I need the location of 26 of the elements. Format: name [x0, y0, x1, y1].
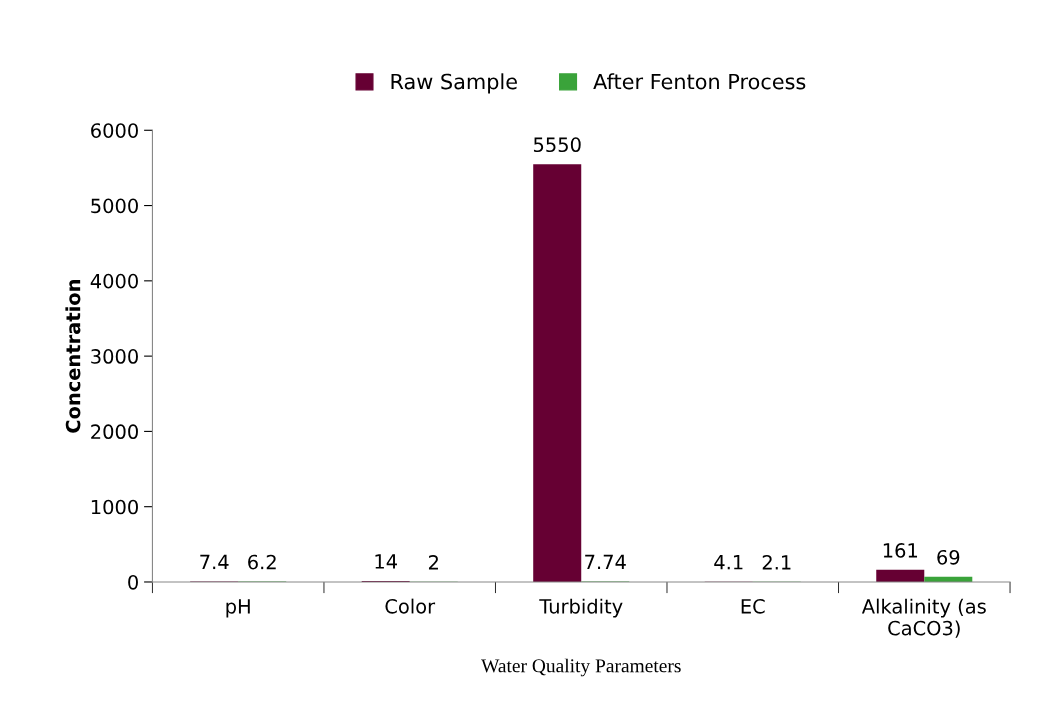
- data-label: 7.4: [200, 554, 229, 570]
- data-label: 7.74: [585, 554, 626, 570]
- y-tick-label: 5000: [91, 198, 138, 214]
- legend-label: Raw Sample: [391, 73, 517, 94]
- data-label: 14: [375, 554, 397, 569]
- x-axis-title: Water Quality Parameters: [481, 658, 681, 677]
- y-tick-label: 6000: [91, 123, 138, 138]
- y-tick-label: 0: [128, 574, 138, 590]
- y-tick-label: 4000: [90, 273, 138, 289]
- data-label: 69: [937, 549, 960, 565]
- data-label: 161: [883, 543, 918, 558]
- x-tick-label: Turbidity: [539, 598, 623, 618]
- x-tick-label: Alkalinity (as CaCO3): [861, 598, 986, 638]
- data-label: 2: [428, 555, 438, 570]
- legend-label: After Fenton Process: [593, 73, 806, 90]
- data-label: 5550: [533, 137, 581, 153]
- y-tick-label: 2000: [91, 424, 138, 440]
- x-tick-label: pH: [226, 599, 250, 618]
- data-label: 6.2: [248, 554, 276, 570]
- y-tick-label: 3000: [91, 349, 138, 364]
- data-label: 2.1: [762, 555, 791, 570]
- data-label: 4.1: [714, 555, 743, 570]
- x-tick-label: EC: [741, 598, 765, 614]
- y-axis-title: Concentration: [65, 280, 81, 433]
- y-tick-label: 1000: [91, 499, 138, 515]
- x-tick-label: Color: [385, 598, 436, 614]
